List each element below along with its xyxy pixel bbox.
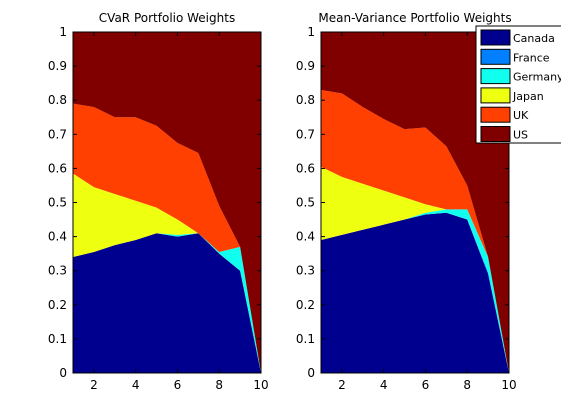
legend-label-uk: UK <box>513 109 529 122</box>
cvar-xtick-label: 6 <box>174 378 182 392</box>
mv-ytick-label: 0.1 <box>296 332 315 346</box>
legend: Canada France Germany Japan UK US <box>475 25 561 144</box>
cvar-chart: 2 4 6 8 10 0 0.1 0.2 0.3 0.4 0.5 0.6 0.7 0.8 0.9 1 CVaR… <box>48 11 269 392</box>
cvar-area-us <box>73 32 261 373</box>
cvar-xtick-label: 2 <box>90 378 98 392</box>
cvar-xtick-label: 8 <box>215 378 223 392</box>
legend-swatch-uk <box>480 106 511 123</box>
cvar-area-japan <box>73 173 261 373</box>
mv-ytick-label: 0.3 <box>296 264 315 278</box>
cvar-ytick-label: 0.9 <box>48 59 67 73</box>
cvar-areas <box>73 32 261 374</box>
legend-swatch-germany <box>480 68 511 85</box>
cvar-ytick-label: 1 <box>59 25 67 39</box>
mv-ytick-label: 1 <box>307 25 315 39</box>
mv-ytick-label: 0.7 <box>296 127 315 141</box>
legend-label-germany: Germany <box>513 71 561 84</box>
legend-items: Canada France Germany Japan UK US <box>480 29 561 142</box>
legend-swatch-us <box>480 126 511 142</box>
mv-xtick-label: 8 <box>463 378 471 392</box>
legend-label-canada: Canada <box>513 32 555 45</box>
mean-variance-ticks: 2 4 6 8 10 0 0.1 0.2 0.3 0.4 0.5 0.6 0.7 0.8 0.9 1 <box>296 25 517 392</box>
mean-variance-chart: 2 4 6 8 10 0 0.1 0.2 0.3 0.4 0.5 0.6 0.7 0.8 0.9 1 Mean… <box>296 11 517 392</box>
mv-ytick-label: 0.9 <box>296 59 315 73</box>
mv-xtick-label: 10 <box>501 378 516 392</box>
cvar-xtick-label: 4 <box>132 378 140 392</box>
mv-ytick-label: 0.5 <box>296 196 315 210</box>
mv-ytick-label: 0.2 <box>296 298 315 312</box>
mv-xtick-label: 2 <box>338 378 346 392</box>
legend-label-france: France <box>513 51 550 64</box>
mv-xtick-label: 6 <box>422 378 430 392</box>
legend-label-japan: Japan <box>512 90 544 103</box>
legend-swatch-canada <box>480 29 511 46</box>
cvar-area-uk <box>73 103 261 374</box>
cvar-ytick-label: 0.8 <box>48 93 67 107</box>
mv-ytick-label: 0 <box>307 366 315 380</box>
cvar-ytick-label: 0.6 <box>48 161 67 175</box>
mv-ytick-label: 0.8 <box>296 93 315 107</box>
cvar-ytick-label: 0.3 <box>48 264 67 278</box>
legend-swatch-france <box>480 48 511 65</box>
cvar-ytick-label: 0.2 <box>48 298 67 312</box>
mv-ytick-label: 0.4 <box>296 230 315 244</box>
mv-area-us <box>321 32 509 373</box>
cvar-ytick-label: 0.1 <box>48 332 67 346</box>
cvar-ytick-label: 0.7 <box>48 127 67 141</box>
cvar-ytick-label: 0.5 <box>48 196 67 210</box>
mv-area-japan <box>321 166 509 373</box>
cvar-ticks: 2 4 6 8 10 0 0.1 0.2 0.3 0.4 0.5 0.6 0.7 0.8 0.9 1 <box>48 25 269 392</box>
mean-variance-areas <box>321 32 509 373</box>
legend-label-us: US <box>513 129 528 142</box>
cvar-ytick-label: 0 <box>59 366 67 380</box>
cvar-title: CVaR Portfolio Weights <box>99 11 235 25</box>
mean-variance-title: Mean-Variance Portfolio Weights <box>318 11 511 25</box>
mv-ytick-label: 0.6 <box>296 161 315 175</box>
cvar-area-canada <box>73 233 261 373</box>
mv-area-uk <box>321 89 509 373</box>
legend-swatch-japan <box>480 87 511 104</box>
mv-xtick-label: 4 <box>380 378 388 392</box>
cvar-xtick-label: 10 <box>253 378 268 392</box>
cvar-ytick-label: 0.4 <box>48 230 67 244</box>
mv-area-canada <box>321 212 509 373</box>
